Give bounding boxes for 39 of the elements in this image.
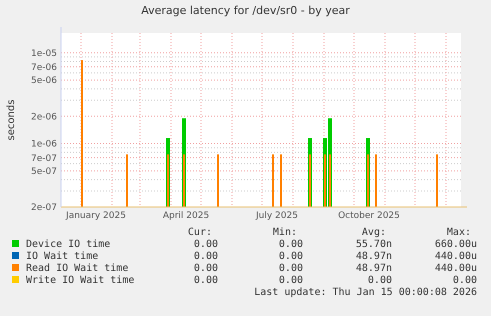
text: Max: [446,227,471,238]
x-tick-label: October 2025 [338,211,400,221]
y-tick-label: 2e-06 [31,112,58,122]
x-tick-label: April 2025 [162,211,210,221]
text: 48.97n [356,263,392,274]
text: 0.00 [278,251,303,262]
chart-title: Average latency for /dev/sr0 - by year [141,4,350,17]
x-tick-label: July 2025 [255,211,298,221]
legend-label: IO Wait time [26,251,98,262]
text: Cur: [188,227,212,238]
text: 0.00 [368,275,392,286]
text: Min: [272,227,297,238]
text: 660.00u [434,239,477,250]
text: 55.70n [356,239,392,250]
text: 0.00 [278,263,303,274]
text: 0.00 [194,251,218,262]
legend-label: Read IO Wait time [26,263,128,274]
y-tick-label: 5e-06 [31,76,58,86]
text: Avg: [362,227,386,238]
legend-label: Device IO time [26,239,110,250]
text: Last update: Thu Jan 15 00:00:08 2026 [254,287,477,298]
y-tick-label: 1e-05 [31,48,57,59]
x-tick-label: January 2025 [65,211,126,221]
text: 440.00u [434,251,477,262]
text: 0.00 [194,239,218,250]
y-tick-label: 1e-06 [31,140,58,150]
y-tick-label: 7e-06 [31,62,58,73]
text: 0.00 [194,275,218,286]
text: 0.00 [278,275,303,286]
y-tick-label: 7e-07 [31,154,57,164]
text: 0.00 [278,239,303,250]
text: 0.00 [194,263,218,274]
legend-label: Write IO Wait time [26,275,134,286]
text: 0.00 [452,275,477,286]
text: 440.00u [434,263,477,274]
y-tick-label: 2e-07 [31,203,57,214]
y-axis-title: seconds [6,100,17,140]
y-tick-label: 5e-07 [31,167,57,178]
text: 48.97n [356,251,392,262]
